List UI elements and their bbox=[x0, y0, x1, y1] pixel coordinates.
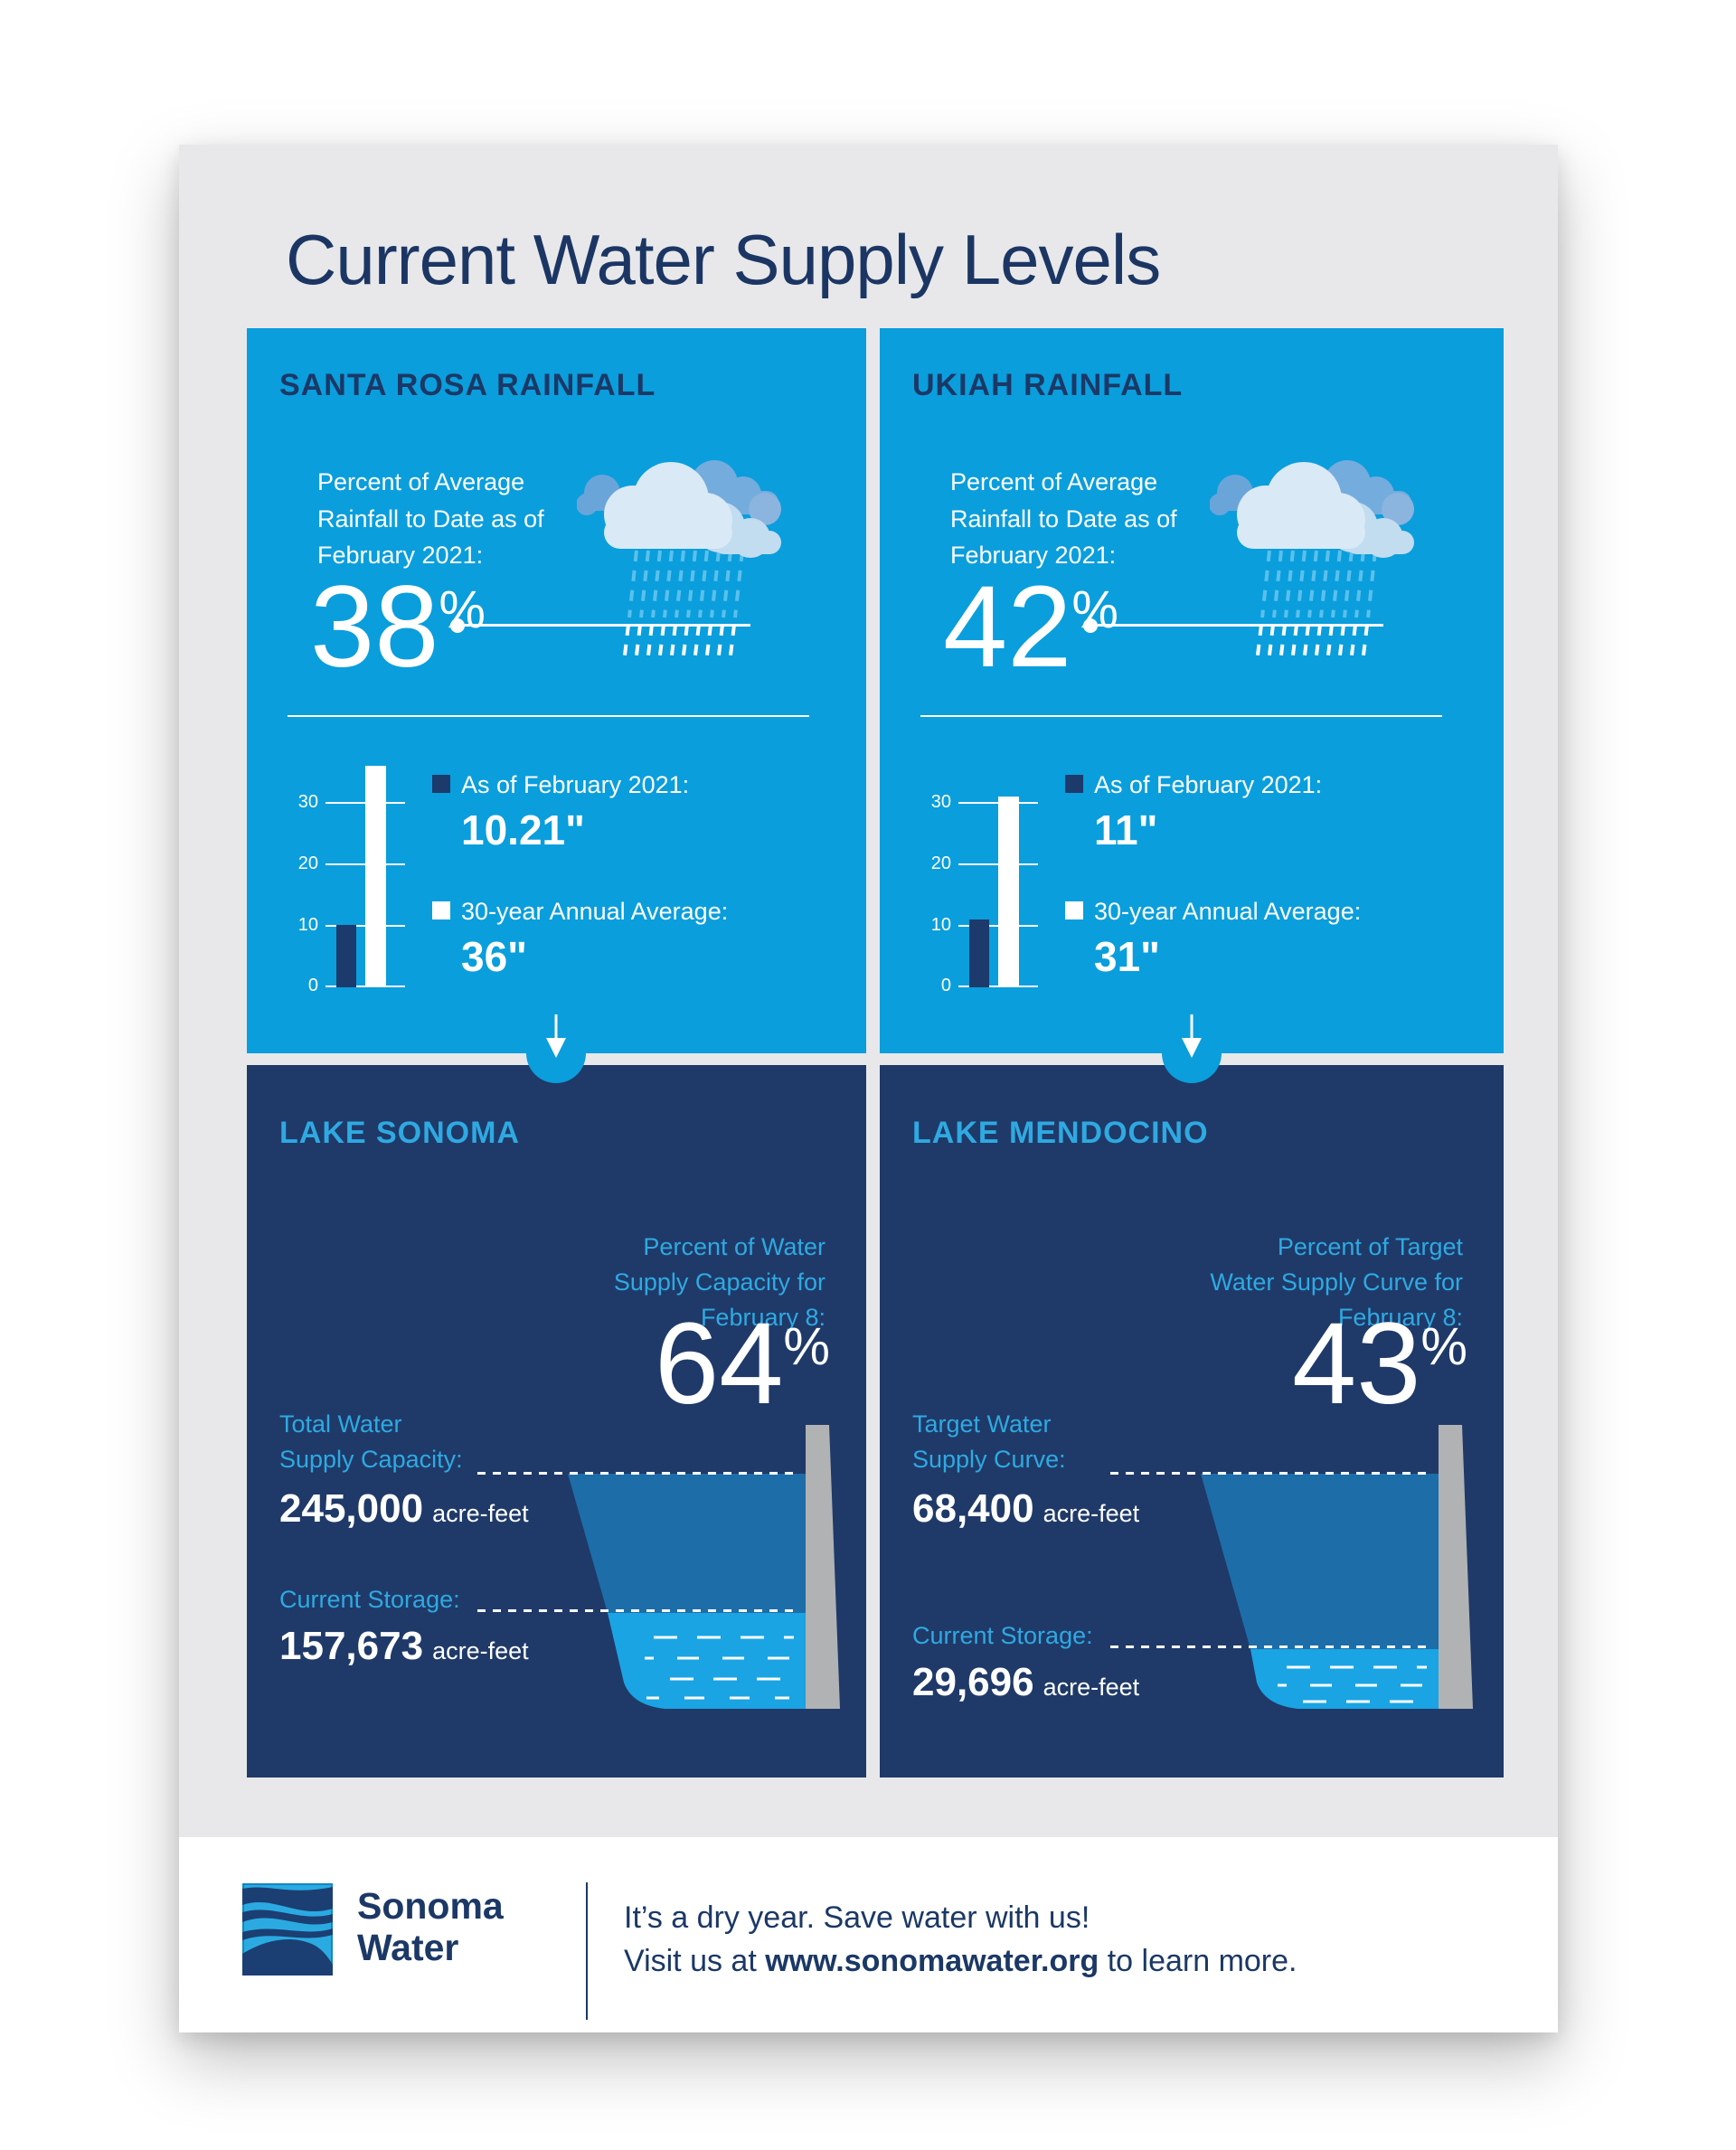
percent-value: 64 % bbox=[655, 1299, 830, 1429]
reservoir-capacity-fill bbox=[568, 1474, 806, 1613]
bar-current-rainfall bbox=[969, 919, 989, 987]
legend-value-current: 11" bbox=[1094, 806, 1158, 853]
gridline-20: 20 bbox=[292, 853, 405, 873]
capacity-dashed-line bbox=[477, 1472, 798, 1475]
separator-line bbox=[920, 715, 1442, 717]
percent-value: 43 % bbox=[1292, 1299, 1467, 1429]
storage-label: Current Storage: bbox=[912, 1622, 1093, 1649]
percent-description: Percent of Average Rainfall to Date as o… bbox=[950, 468, 1177, 569]
capacity-dashed-line bbox=[1110, 1472, 1431, 1475]
bar-average-rainfall bbox=[998, 797, 1019, 987]
callout-dot bbox=[1083, 618, 1098, 633]
legend-swatch-current bbox=[432, 775, 450, 793]
legend-label-current: As of February 2021: bbox=[461, 771, 690, 798]
panel-lake-mendocino: LAKE MENDOCINO Percent of Target Water S… bbox=[880, 1065, 1504, 1778]
storage-dashed-line bbox=[1110, 1646, 1431, 1648]
capacity-label: Target Water Supply Curve: bbox=[912, 1410, 1066, 1474]
storage-label: Current Storage: bbox=[279, 1586, 460, 1613]
reservoir-water-fill bbox=[1250, 1649, 1439, 1709]
legend-label-average: 30-year Annual Average: bbox=[461, 898, 729, 925]
legend-value-average: 36" bbox=[461, 933, 527, 980]
panel-heading: LAKE MENDOCINO bbox=[912, 1116, 1209, 1150]
reservoir-diagram bbox=[568, 1425, 840, 1709]
reservoir-diagram bbox=[1201, 1425, 1473, 1709]
gridline-30: 30 bbox=[292, 792, 405, 812]
panel-heading: LAKE SONOMA bbox=[279, 1116, 520, 1150]
bar-current-rainfall bbox=[336, 924, 356, 987]
footer-tagline: It’s a dry year. Save water with us! Vis… bbox=[624, 1897, 1297, 1983]
gridline-30: 30 bbox=[925, 792, 1038, 812]
rain-upper bbox=[627, 550, 744, 618]
rain-cloud-icon bbox=[577, 460, 781, 664]
legend-swatch-current bbox=[1065, 775, 1083, 793]
sonoma-water-logo bbox=[242, 1883, 333, 1976]
rainfall-bar-chart: 30 20 10 0 bbox=[292, 766, 405, 995]
percent-description: Percent of Water Supply Capacity for Feb… bbox=[613, 1233, 826, 1332]
dam-wall bbox=[1439, 1425, 1473, 1709]
storage-value: 29,696 acre-feet bbox=[912, 1660, 1140, 1704]
rain-upper bbox=[1260, 550, 1377, 618]
legend-swatch-average bbox=[432, 901, 450, 919]
footer: Sonoma Water It’s a dry year. Save water… bbox=[179, 1837, 1558, 2032]
storage-dashed-line bbox=[477, 1609, 798, 1612]
bar-average-rainfall bbox=[365, 766, 386, 987]
infographic-poster: Current Water Supply Levels SANTA ROSA R… bbox=[179, 145, 1558, 2032]
rain-cloud-icon bbox=[1210, 460, 1414, 664]
down-arrow-icon bbox=[546, 1014, 566, 1058]
capacity-value: 68,400 acre-feet bbox=[912, 1486, 1140, 1531]
rainfall-bar-chart: 30 20 10 0 bbox=[925, 766, 1038, 995]
water-wave-dashes bbox=[645, 1636, 797, 1700]
logo-wordmark: Sonoma Water bbox=[357, 1885, 504, 1968]
panel-santa-rosa-rainfall: SANTA ROSA RAINFALL Percent of Average R… bbox=[247, 328, 866, 1053]
gridline-20: 20 bbox=[925, 853, 1038, 873]
down-arrow-icon bbox=[1182, 1014, 1202, 1058]
water-wave-dashes bbox=[1278, 1665, 1429, 1703]
dam-wall bbox=[806, 1425, 840, 1709]
tagline-line1: It’s a dry year. Save water with us! bbox=[624, 1900, 1090, 1935]
capacity-value: 245,000 acre-feet bbox=[279, 1486, 529, 1531]
callout-dot bbox=[450, 618, 465, 633]
callout-line bbox=[465, 624, 750, 627]
panel-ukiah-rainfall: UKIAH RAINFALL Percent of Average Rainfa… bbox=[880, 328, 1504, 1053]
legend-value-current: 10.21" bbox=[461, 806, 585, 853]
panel-lake-sonoma: LAKE SONOMA Percent of Water Supply Capa… bbox=[247, 1065, 866, 1778]
separator-line bbox=[288, 715, 809, 717]
tagline-line2-prefix: Visit us at bbox=[624, 1943, 766, 1978]
rain-lower bbox=[622, 624, 736, 664]
tagline-line2-suffix: to learn more. bbox=[1099, 1943, 1297, 1978]
reservoir-capacity-fill bbox=[1201, 1474, 1439, 1649]
percent-description: Percent of Target Water Supply Curve for… bbox=[1210, 1233, 1463, 1332]
website-url[interactable]: www.sonomawater.org bbox=[765, 1943, 1099, 1978]
percent-value: 42 % bbox=[943, 562, 1118, 692]
legend-value-average: 31" bbox=[1094, 933, 1160, 980]
percent-description: Percent of Average Rainfall to Date as o… bbox=[317, 468, 544, 569]
legend-label-average: 30-year Annual Average: bbox=[1094, 898, 1362, 925]
rain-lower bbox=[1255, 624, 1369, 664]
page-title: Current Water Supply Levels bbox=[286, 220, 1161, 299]
storage-value: 157,673 acre-feet bbox=[279, 1624, 529, 1668]
panel-heading: SANTA ROSA RAINFALL bbox=[279, 368, 656, 402]
reservoir-water-fill bbox=[608, 1613, 806, 1709]
percent-value: 38 % bbox=[310, 562, 486, 692]
footer-divider bbox=[586, 1882, 588, 2020]
capacity-label: Total Water Supply Capacity: bbox=[279, 1410, 463, 1474]
panel-heading: UKIAH RAINFALL bbox=[912, 368, 1184, 402]
callout-line bbox=[1098, 624, 1383, 627]
legend-label-current: As of February 2021: bbox=[1094, 771, 1323, 798]
legend-swatch-average bbox=[1065, 901, 1083, 919]
